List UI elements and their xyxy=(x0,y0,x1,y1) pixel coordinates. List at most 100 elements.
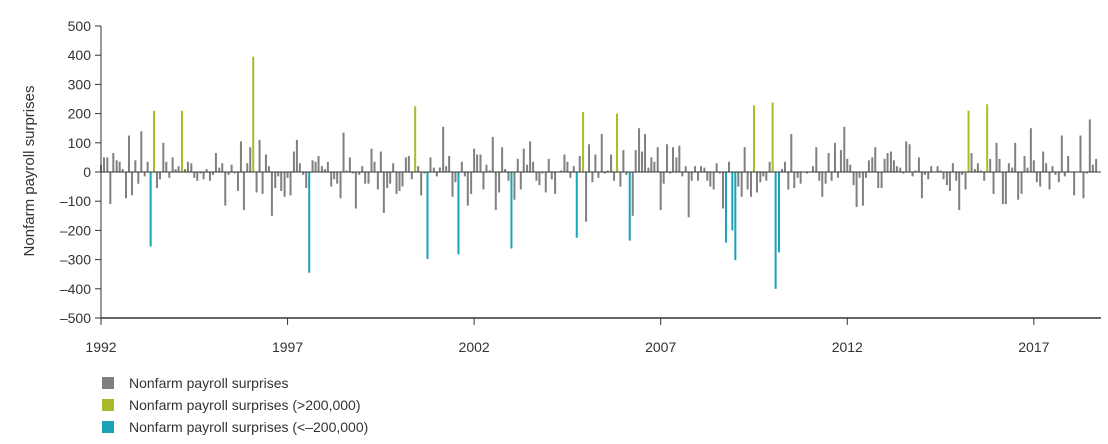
y-tick-label: 0 xyxy=(83,164,91,180)
bar-all xyxy=(420,172,423,196)
bar-all xyxy=(718,172,721,174)
bar-all xyxy=(712,172,715,190)
bar-positive xyxy=(252,56,255,172)
bar-all xyxy=(750,172,752,197)
bar-all xyxy=(342,132,345,172)
bar-all xyxy=(432,167,435,172)
bar-all xyxy=(914,170,917,172)
bar-all xyxy=(958,172,961,210)
bar-all xyxy=(501,147,504,172)
y-axis-title: Nonfarm payroll surprises xyxy=(21,86,38,257)
x-tick-label: 2007 xyxy=(645,339,676,355)
bar-all xyxy=(687,172,690,218)
bar-all xyxy=(1014,142,1017,172)
bar-all xyxy=(1082,172,1085,199)
bar-all xyxy=(227,172,230,175)
bar-all xyxy=(805,172,808,174)
bar-all xyxy=(392,163,395,172)
bar-all xyxy=(168,172,171,178)
bar-all xyxy=(498,172,501,193)
bar-all xyxy=(190,163,193,172)
bar-all xyxy=(1023,155,1026,172)
bar-all xyxy=(846,158,849,172)
bar-all xyxy=(1045,163,1048,172)
bar-all xyxy=(830,172,833,181)
bar-all xyxy=(566,161,569,172)
bar-all xyxy=(224,172,227,206)
bar-all xyxy=(274,172,277,189)
bar-all xyxy=(196,172,199,181)
bar-all xyxy=(659,172,662,210)
bar-all xyxy=(404,157,407,172)
bar-all xyxy=(1029,128,1032,172)
bar-all xyxy=(961,172,964,175)
bar-all xyxy=(171,157,174,172)
bar-all xyxy=(137,172,140,184)
bar-all xyxy=(345,170,348,172)
bar-all xyxy=(1017,172,1020,200)
y-tick-label: 200 xyxy=(68,106,92,122)
x-ticks-group: 1992 1997 2002 2007 2012 2017 xyxy=(85,318,1050,355)
bar-all xyxy=(727,161,730,172)
bar-all xyxy=(920,172,923,199)
legend-item-positive: Nonfarm payroll surprises (>200,000) xyxy=(102,394,368,416)
bar-all xyxy=(855,172,858,208)
bar-all xyxy=(199,172,202,174)
bar-all xyxy=(588,144,591,172)
bar-all xyxy=(715,163,718,172)
bar-all xyxy=(554,172,557,194)
bar-all xyxy=(886,153,889,172)
bar-all xyxy=(597,172,600,178)
bar-all xyxy=(134,160,137,172)
bar-all xyxy=(874,147,877,172)
bar-negative xyxy=(774,172,777,289)
bar-all xyxy=(955,172,958,181)
legend-label-all: Nonfarm payroll surprises xyxy=(129,375,289,391)
bar-all xyxy=(905,141,908,172)
bar-all xyxy=(606,170,609,172)
bar-all xyxy=(155,172,158,189)
bar-all xyxy=(242,172,245,210)
bar-all xyxy=(1091,164,1094,172)
bar-all xyxy=(323,169,326,172)
bar-negative xyxy=(457,172,460,255)
bar-all xyxy=(367,172,370,184)
bar-all xyxy=(1085,172,1088,174)
bar-all xyxy=(382,172,385,213)
bar-all xyxy=(799,172,802,184)
bar-all xyxy=(694,166,697,172)
bar-all xyxy=(560,170,563,172)
bar-all xyxy=(264,154,267,172)
bar-all xyxy=(112,153,115,172)
bar-all xyxy=(115,160,118,172)
bar-all xyxy=(939,170,942,172)
chart: 500 400 300 200 100 0 –100 –200 –300 –400 –500 199… xyxy=(21,18,1101,355)
bar-all xyxy=(1004,172,1007,205)
bar-positive xyxy=(967,110,970,172)
bar-all xyxy=(951,163,954,172)
bar-all xyxy=(849,164,852,172)
bar-all xyxy=(740,172,743,197)
bar-all xyxy=(979,170,982,172)
bar-all xyxy=(102,157,105,172)
bar-all xyxy=(504,169,507,172)
bar-all xyxy=(246,163,249,172)
bar-all xyxy=(709,172,712,187)
bar-negative xyxy=(725,172,727,243)
bar-all xyxy=(930,166,933,172)
bar-all xyxy=(302,172,305,175)
bar-all xyxy=(1073,172,1076,196)
bar-all xyxy=(1026,167,1029,172)
bar-all xyxy=(989,158,992,172)
bar-all xyxy=(625,172,628,175)
bar-all xyxy=(544,172,547,193)
bar-all xyxy=(466,172,469,206)
bar-all xyxy=(923,172,926,175)
bar-all xyxy=(205,169,208,172)
bar-all xyxy=(435,172,438,177)
bar-all xyxy=(983,172,986,181)
bar-all xyxy=(236,172,239,191)
bar-all xyxy=(286,172,289,178)
bar-all xyxy=(550,172,553,180)
bar-all xyxy=(513,172,516,200)
